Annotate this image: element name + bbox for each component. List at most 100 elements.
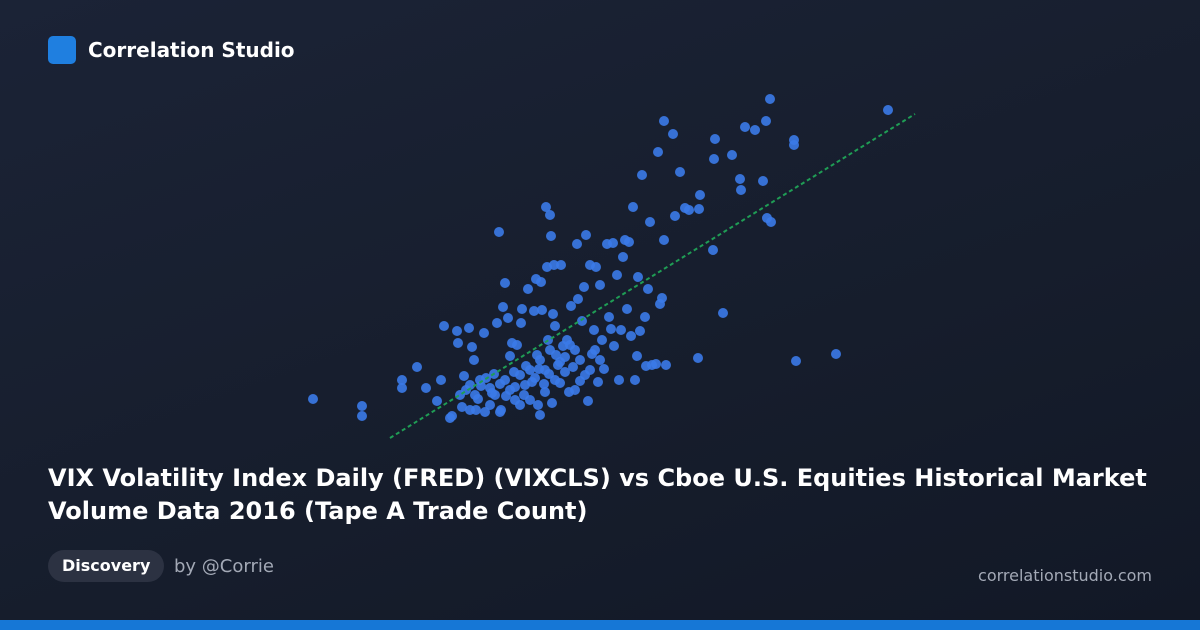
point <box>412 362 422 372</box>
point <box>500 278 510 288</box>
point <box>539 379 549 389</box>
point <box>545 345 555 355</box>
point <box>505 385 515 395</box>
point <box>883 105 893 115</box>
point <box>485 400 495 410</box>
point <box>618 252 628 262</box>
point <box>606 324 616 334</box>
point <box>459 371 469 381</box>
point <box>657 293 667 303</box>
point <box>765 94 775 104</box>
point <box>485 383 495 393</box>
point <box>595 355 605 365</box>
point <box>572 239 582 249</box>
point <box>397 375 407 385</box>
point <box>464 323 474 333</box>
logo <box>48 36 76 64</box>
point <box>637 170 647 180</box>
point <box>709 154 719 164</box>
point <box>540 365 550 375</box>
point <box>515 400 525 410</box>
point <box>590 345 600 355</box>
point <box>579 282 589 292</box>
point <box>545 210 555 220</box>
point <box>530 373 540 383</box>
point <box>612 270 622 280</box>
point <box>490 390 500 400</box>
point <box>599 364 609 374</box>
point <box>357 411 367 421</box>
point <box>480 407 490 417</box>
point <box>694 204 704 214</box>
point <box>661 360 671 370</box>
point <box>573 294 583 304</box>
point <box>609 341 619 351</box>
point <box>550 321 560 331</box>
point <box>635 326 645 336</box>
point <box>452 326 462 336</box>
point <box>470 390 480 400</box>
point <box>495 407 505 417</box>
point <box>568 362 578 372</box>
point <box>566 301 576 311</box>
point <box>498 302 508 312</box>
point <box>791 356 801 366</box>
point <box>533 400 543 410</box>
point <box>626 331 636 341</box>
point <box>593 377 603 387</box>
point <box>735 174 745 184</box>
point <box>465 380 475 390</box>
point <box>475 375 485 385</box>
point <box>479 328 489 338</box>
point <box>436 375 446 385</box>
author[interactable]: by @Corrie <box>174 556 274 577</box>
point <box>515 370 525 380</box>
point <box>608 238 618 248</box>
point <box>549 260 559 270</box>
point <box>591 262 601 272</box>
point <box>583 396 593 406</box>
point <box>624 237 634 247</box>
point <box>548 309 558 319</box>
point <box>556 260 566 270</box>
point <box>708 245 718 255</box>
point <box>516 318 526 328</box>
point <box>537 305 547 315</box>
point <box>469 355 479 365</box>
trend-line <box>389 113 916 439</box>
point <box>517 304 527 314</box>
point <box>622 304 632 314</box>
point <box>550 375 560 385</box>
point <box>546 231 556 241</box>
point <box>727 150 737 160</box>
point <box>520 380 530 390</box>
point <box>670 211 680 221</box>
point <box>565 340 575 350</box>
point <box>432 396 442 406</box>
point <box>397 383 407 393</box>
point <box>585 365 595 375</box>
point <box>308 394 318 404</box>
point <box>439 321 449 331</box>
point <box>659 235 669 245</box>
point <box>540 387 550 397</box>
point <box>604 312 614 322</box>
point <box>575 355 585 365</box>
badge[interactable]: Discovery <box>48 550 165 582</box>
point <box>465 405 475 415</box>
point <box>357 401 367 411</box>
site[interactable]: correlationstudio.com <box>978 566 1152 585</box>
point <box>789 140 799 150</box>
point <box>740 122 750 132</box>
point <box>525 395 535 405</box>
point <box>710 134 720 144</box>
point <box>560 367 570 377</box>
point <box>659 116 669 126</box>
point <box>643 284 653 294</box>
point <box>766 217 776 227</box>
point <box>560 352 570 362</box>
point <box>645 217 655 227</box>
point <box>632 351 642 361</box>
